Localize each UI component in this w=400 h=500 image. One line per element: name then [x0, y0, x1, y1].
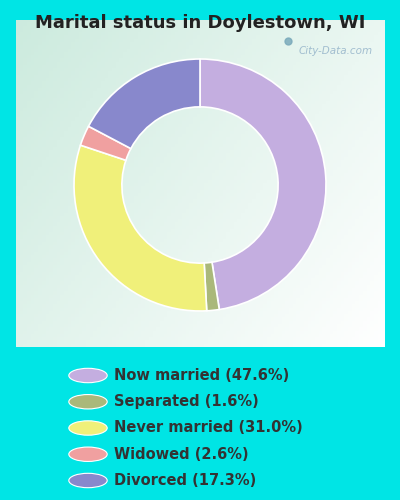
- Wedge shape: [204, 262, 219, 311]
- Circle shape: [69, 394, 107, 409]
- Wedge shape: [88, 59, 200, 148]
- Wedge shape: [74, 145, 207, 311]
- Circle shape: [69, 368, 107, 382]
- Text: Marital status in Doylestown, WI: Marital status in Doylestown, WI: [35, 14, 365, 32]
- Text: Separated (1.6%): Separated (1.6%): [114, 394, 259, 409]
- Text: City-Data.com: City-Data.com: [299, 46, 373, 56]
- Wedge shape: [80, 126, 131, 160]
- Wedge shape: [200, 59, 326, 310]
- Text: Widowed (2.6%): Widowed (2.6%): [114, 447, 249, 462]
- Circle shape: [69, 474, 107, 488]
- Circle shape: [69, 421, 107, 435]
- Circle shape: [69, 447, 107, 462]
- Text: Divorced (17.3%): Divorced (17.3%): [114, 473, 256, 488]
- Text: Never married (31.0%): Never married (31.0%): [114, 420, 303, 436]
- Text: Now married (47.6%): Now married (47.6%): [114, 368, 289, 383]
